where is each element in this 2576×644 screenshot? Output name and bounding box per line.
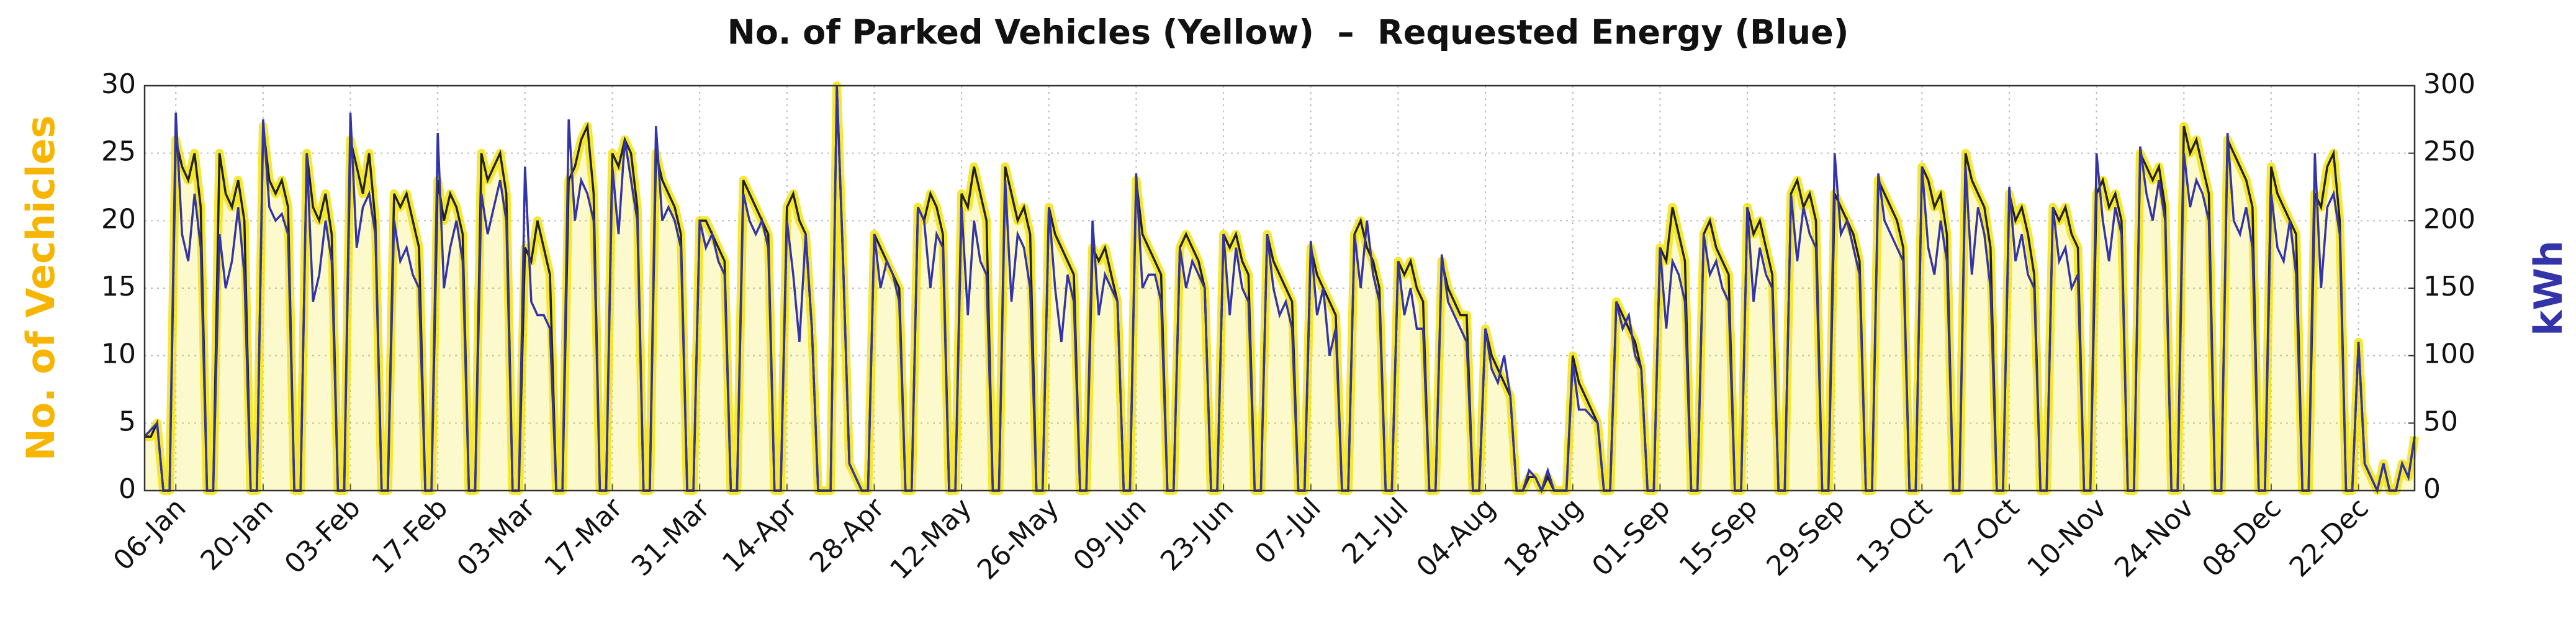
x-tick-label: 14-Apr — [716, 492, 804, 579]
y2-tick-label: 50 — [2423, 406, 2458, 437]
y2-tick-label: 250 — [2423, 136, 2475, 168]
x-tick-label: 23-Jun — [1155, 492, 1240, 577]
x-tick-label: 13-Oct — [1850, 492, 1939, 580]
y2-tick-label: 0 — [2423, 473, 2441, 505]
chart-title: No. of Parked Vehicles (Yellow) – Reques… — [727, 13, 1849, 52]
x-tick-label: 31-Mar — [626, 492, 716, 583]
y-tick-label: 30 — [101, 68, 136, 100]
x-tick-label: 12-May — [884, 492, 978, 586]
x-tick-label: 20-Jan — [195, 492, 280, 577]
y-tick-label: 10 — [101, 338, 136, 370]
y-tick-label: 15 — [101, 271, 136, 302]
x-tick-label: 28-Apr — [804, 492, 891, 579]
x-tick-label: 21-Jul — [1336, 492, 1414, 570]
y-axis-label: No. of Vechicles — [18, 116, 63, 461]
y-tick-label: 0 — [119, 473, 136, 505]
y2-tick-label: 150 — [2423, 271, 2475, 302]
area — [145, 86, 2415, 491]
x-tick-label: 29-Sep — [1760, 492, 1851, 583]
x-tick-label: 09-Jun — [1067, 492, 1152, 577]
x-tick-label: 22-Dec — [2284, 492, 2375, 583]
line — [143, 85, 2416, 494]
x-tick-label: 03-Feb — [279, 492, 367, 580]
y2-tick-label: 100 — [2423, 338, 2475, 370]
x-tick-label: 03-Mar — [451, 492, 542, 583]
x-tick-label: 17-Feb — [366, 492, 454, 580]
x-tick-label: 17-Mar — [538, 492, 629, 583]
x-tick-label: 18-Aug — [1498, 492, 1589, 583]
x-tick-label: 24-Nov — [2109, 492, 2200, 584]
x-tick-label: 10-Nov — [2021, 492, 2113, 584]
y2-axis-label: kWh — [2526, 240, 2571, 336]
x-tick-label: 15-Sep — [1673, 492, 1764, 583]
y-tick-label: 25 — [101, 136, 136, 168]
x-tick-label: 08-Dec — [2196, 492, 2287, 583]
x-tick-label: 04-Aug — [1410, 492, 1502, 583]
x-tick-label: 01-Sep — [1586, 492, 1677, 583]
plot-frame — [143, 84, 2416, 492]
x-tick-label: 07-Jul — [1249, 492, 1327, 570]
y-tick-label: 5 — [119, 406, 136, 437]
y2-tick-label: 200 — [2423, 203, 2475, 235]
x-tick-label: 27-Oct — [1938, 492, 2026, 580]
x-tick-label: 26-May — [971, 492, 1065, 586]
y-tick-label: 20 — [101, 203, 136, 235]
y2-tick-label: 300 — [2423, 68, 2475, 100]
